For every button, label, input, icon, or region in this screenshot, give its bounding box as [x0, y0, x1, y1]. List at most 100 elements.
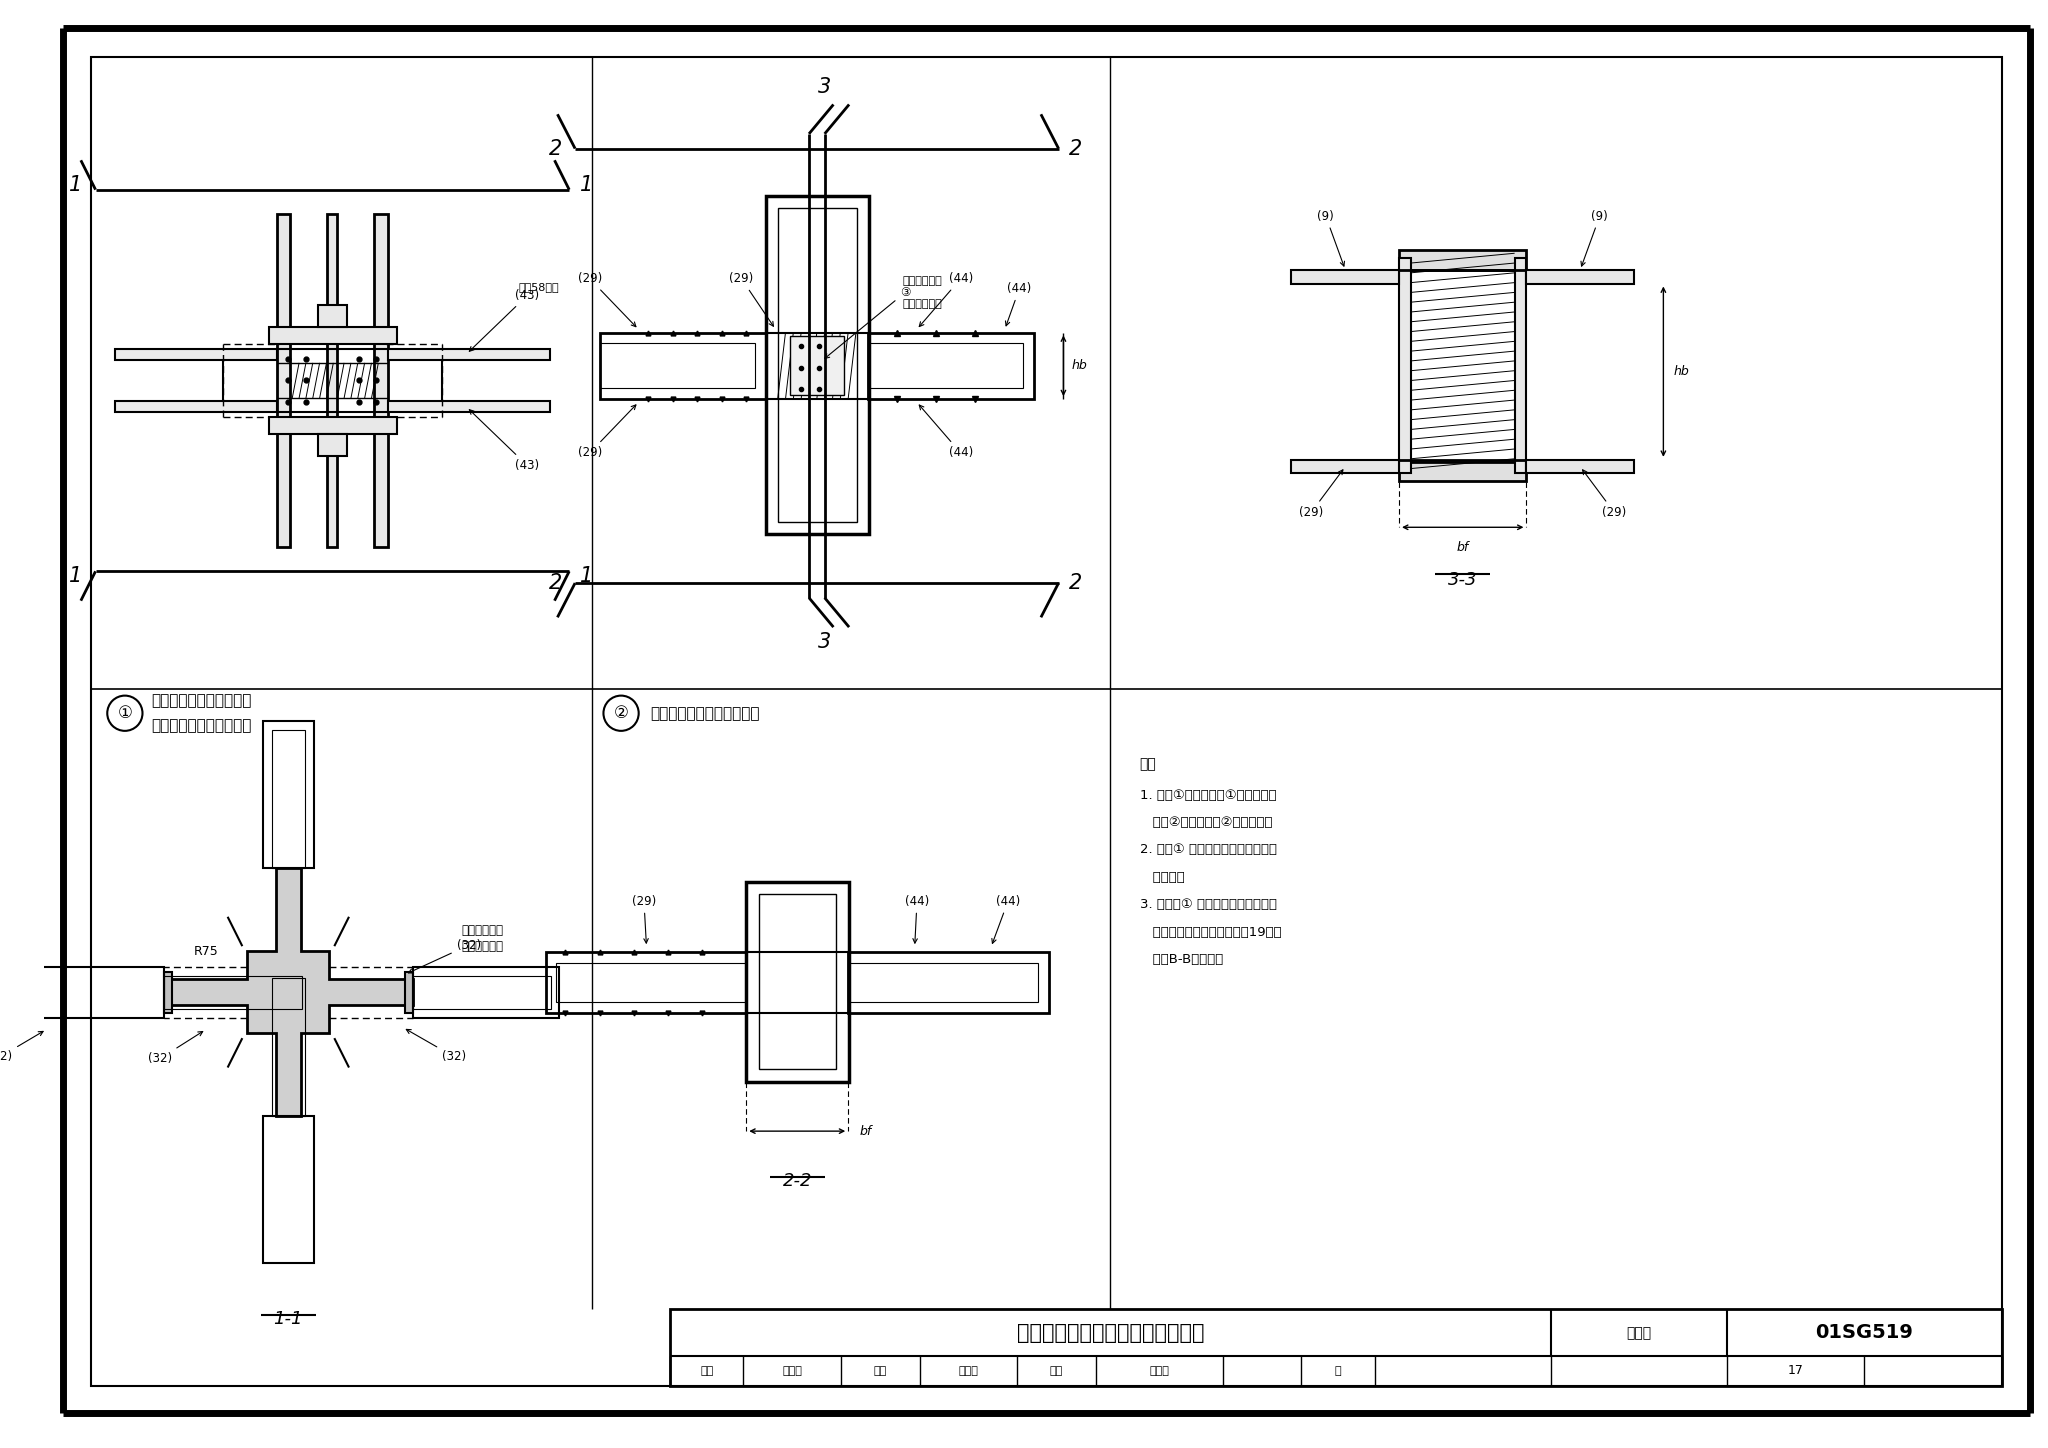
Text: (29): (29) [633, 895, 655, 943]
Bar [868, 343, 1024, 388]
Bar [766, 197, 868, 534]
Text: (29): (29) [1298, 469, 1343, 518]
Bar [317, 306, 346, 327]
Bar [868, 333, 1034, 400]
Text: (29): (29) [578, 405, 635, 459]
Text: 2: 2 [549, 139, 561, 158]
Text: (44): (44) [920, 405, 973, 459]
Text: 梁与框架柱的刚性连接构造（三）: 梁与框架柱的刚性连接构造（三） [1016, 1322, 1204, 1342]
Bar [317, 434, 346, 456]
Text: (44): (44) [905, 895, 930, 943]
Bar [600, 343, 756, 388]
Text: ①: ① [117, 704, 133, 723]
Bar [412, 976, 551, 1009]
Bar [1399, 462, 1526, 481]
Text: (9): (9) [1581, 210, 1608, 266]
Text: (32): (32) [0, 1031, 43, 1063]
Text: 刘其祥: 刘其祥 [1149, 1365, 1169, 1376]
Bar [1516, 258, 1526, 473]
Bar [268, 327, 397, 345]
Bar [262, 721, 313, 867]
Bar [262, 1116, 313, 1263]
Text: ③: ③ [825, 285, 911, 358]
Text: 1: 1 [580, 175, 594, 194]
Bar [164, 976, 301, 1009]
Bar [1292, 269, 1399, 284]
Bar [1399, 258, 1411, 473]
Text: (44): (44) [991, 895, 1020, 944]
Text: bf: bf [1456, 542, 1468, 555]
Bar [760, 895, 836, 1070]
Text: 十字形截面柱: 十字形截面柱 [461, 940, 504, 953]
Text: (29): (29) [578, 272, 635, 327]
Text: 2: 2 [549, 573, 561, 594]
Text: (32): (32) [147, 1031, 203, 1066]
Text: 校对: 校对 [874, 1365, 887, 1376]
Text: R75: R75 [195, 946, 219, 959]
Bar [545, 951, 745, 1012]
Text: 2-2: 2-2 [782, 1173, 811, 1190]
Text: 3. 在节点① 中，当梁端的腹板采用: 3. 在节点① 中，当梁端的腹板采用 [1141, 898, 1276, 911]
Text: 的连接。: 的连接。 [1141, 870, 1184, 883]
Text: (9): (9) [1317, 210, 1343, 266]
Bar [406, 972, 412, 1012]
Bar [389, 401, 549, 411]
Text: 注：: 注： [1141, 757, 1157, 772]
Bar [276, 214, 291, 547]
Text: 十字形截面柱的刚性连接: 十字形截面柱的刚性连接 [152, 718, 252, 734]
Text: (43): (43) [469, 410, 539, 472]
Text: ②: ② [614, 704, 629, 723]
Bar [848, 963, 1038, 1002]
Text: (44): (44) [920, 272, 973, 327]
Text: (43): (43) [469, 288, 539, 352]
Text: 2. 节点① 只适用于钢骨混凝土结构: 2. 节点① 只适用于钢骨混凝土结构 [1141, 843, 1276, 856]
Text: 用于焊接组合: 用于焊接组合 [461, 924, 504, 937]
Text: 页: 页 [1333, 1365, 1341, 1376]
Text: 1. 节点①的柱身应与①配合使用，: 1. 节点①的柱身应与①配合使用， [1141, 789, 1276, 802]
Bar [16, 967, 164, 1018]
Text: 图集号: 图集号 [1626, 1326, 1651, 1339]
Bar [389, 349, 549, 361]
Text: 在钢骨混凝土结构中梁与: 在钢骨混凝土结构中梁与 [152, 694, 252, 708]
Text: 节点②的柱身应与②配合使用。: 节点②的柱身应与②配合使用。 [1141, 817, 1272, 830]
Bar [328, 214, 338, 547]
Text: 1: 1 [580, 566, 594, 586]
Text: hb: hb [1673, 365, 1690, 378]
Bar [557, 963, 745, 1002]
Text: (44): (44) [1006, 282, 1032, 326]
Text: 板表58选用: 板表58选用 [518, 282, 559, 292]
Text: (32): (32) [408, 938, 481, 973]
Text: (29): (29) [1583, 469, 1626, 518]
Text: 及安装用螺栓: 及安装用螺栓 [903, 300, 942, 310]
Bar [412, 967, 559, 1018]
Text: 2: 2 [1069, 139, 1081, 158]
Text: 工地焊缝连接时，可参见第19页中: 工地焊缝连接时，可参见第19页中 [1141, 925, 1282, 938]
Bar [272, 979, 305, 1116]
Bar [115, 349, 276, 361]
Bar [164, 972, 172, 1012]
Bar [745, 882, 850, 1082]
Text: 17: 17 [1788, 1364, 1804, 1377]
Bar [1399, 251, 1526, 269]
Bar [670, 1309, 2003, 1386]
Bar [1526, 460, 1634, 473]
Text: 2: 2 [1069, 573, 1081, 594]
Bar [1292, 460, 1399, 473]
Bar [115, 401, 276, 411]
Bar [600, 333, 766, 400]
Bar [1526, 269, 1634, 284]
Text: 砚象昂: 砚象昂 [782, 1365, 803, 1376]
Text: 安装用连接板: 安装用连接板 [903, 275, 942, 285]
Text: 审核: 审核 [700, 1365, 713, 1376]
Bar [791, 336, 844, 395]
Polygon shape [164, 867, 412, 1116]
Text: (32): (32) [406, 1030, 467, 1063]
Bar [778, 209, 856, 523]
Text: 景和信: 景和信 [958, 1365, 979, 1376]
Text: 3: 3 [817, 631, 831, 652]
Text: hb: hb [1071, 359, 1087, 372]
Bar [375, 214, 389, 547]
Bar [268, 417, 397, 434]
Bar [272, 730, 305, 867]
Text: 3-3: 3-3 [1448, 572, 1477, 589]
